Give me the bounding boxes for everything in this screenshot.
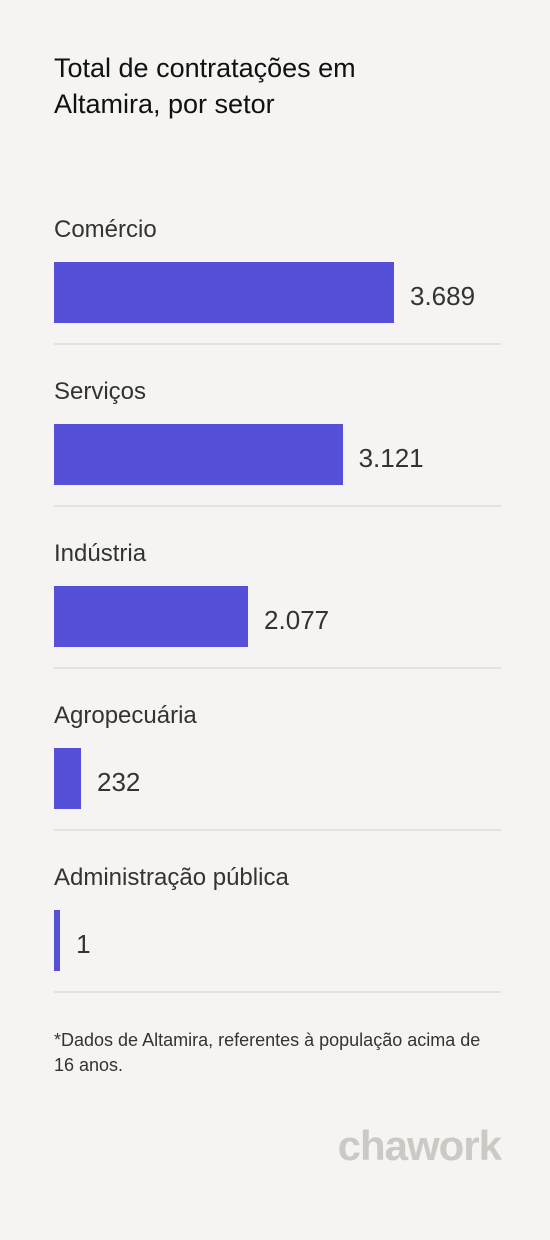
bar <box>54 748 81 809</box>
category-label: Agropecuária <box>54 702 197 729</box>
footnote: *Dados de Altamira, referentes à populaç… <box>54 1030 481 1075</box>
separator <box>54 343 501 345</box>
bar <box>54 424 343 485</box>
category-label: Comércio <box>54 216 157 243</box>
separator <box>54 991 501 993</box>
value-label: 3.121 <box>358 443 424 473</box>
category-label: Indústria <box>54 540 147 567</box>
separator <box>54 667 501 669</box>
separator <box>54 505 501 507</box>
category-label: Administração pública <box>54 864 289 891</box>
separator <box>54 829 501 831</box>
chart-title: Total de contratações em Altamira, por s… <box>54 53 356 119</box>
chart: Comércio 3.689 Serviços 3.121 Indústria 2.077… <box>54 216 501 993</box>
bar <box>54 910 61 971</box>
bar <box>54 262 394 323</box>
value-label: 2.077 <box>264 605 330 635</box>
bar <box>54 586 249 647</box>
brand-logo: chawork <box>337 1122 502 1169</box>
value-label: 232 <box>97 767 141 797</box>
category-label: Serviços <box>54 378 147 405</box>
value-label: 1 <box>76 929 91 959</box>
value-label: 3.689 <box>410 281 476 311</box>
